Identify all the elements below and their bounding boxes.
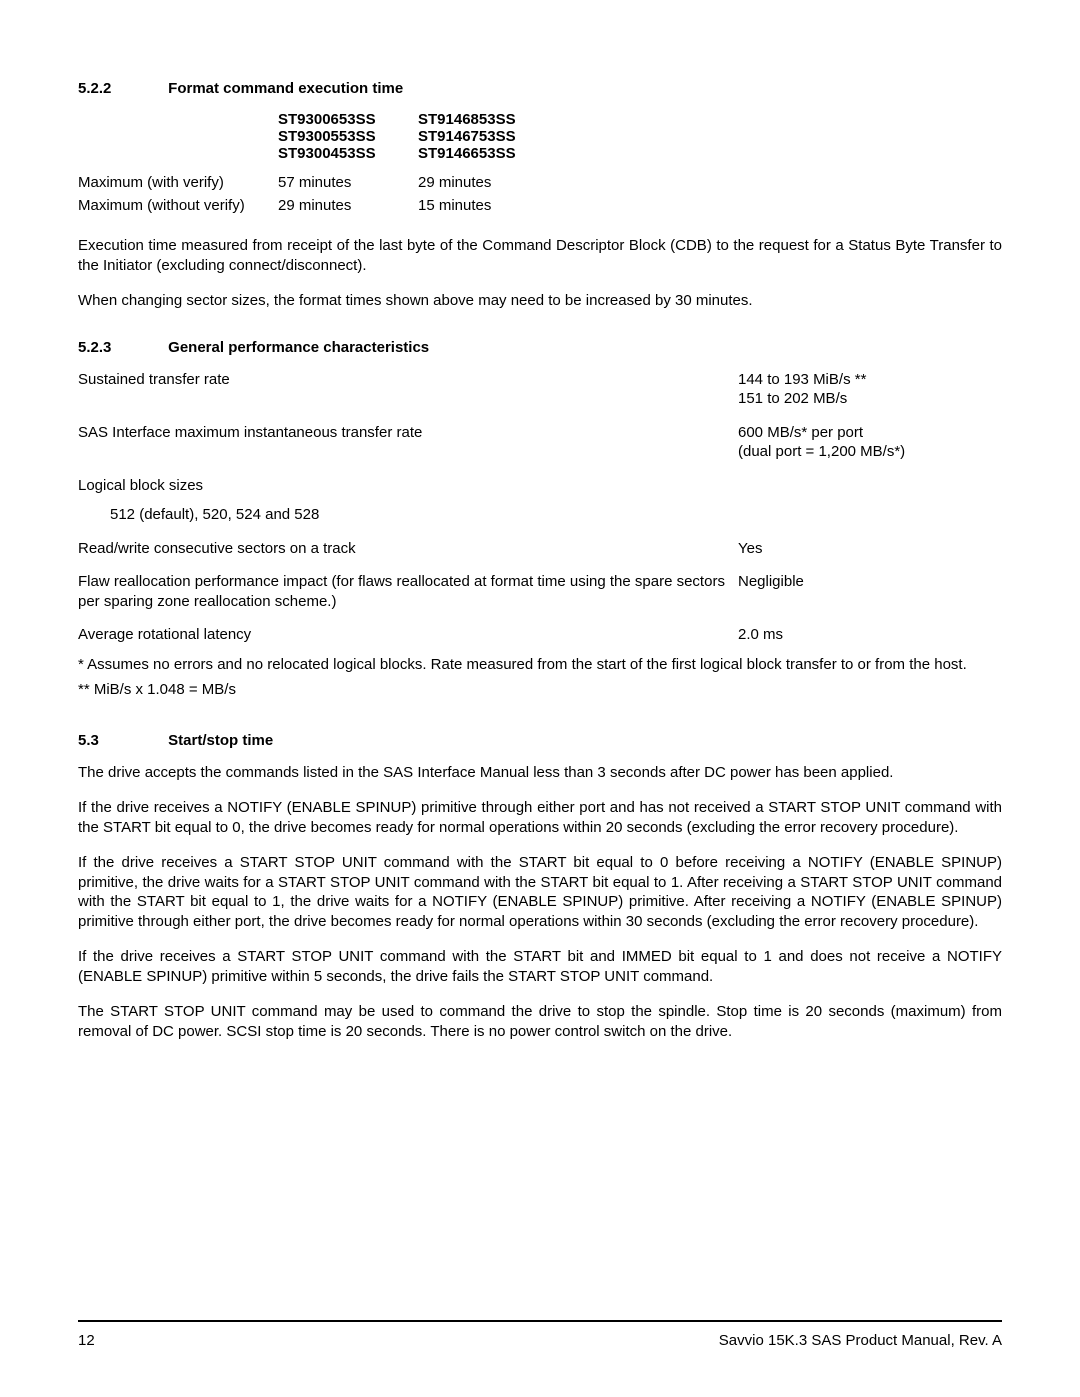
row1-b: 29 minutes — [418, 174, 558, 191]
para-53-4: If the drive receives a START STOP UNIT … — [78, 947, 1002, 986]
perf-lbs-label: Logical block sizes — [78, 476, 738, 496]
colB-l3: ST9146653SS — [418, 145, 558, 162]
table-522-colA-header: ST9300653SS ST9300553SS ST9300453SS — [278, 111, 418, 162]
colA-l2: ST9300553SS — [278, 128, 418, 145]
row2-a: 29 minutes — [278, 197, 418, 214]
para-53-1: The drive accepts the commands listed in… — [78, 763, 1002, 783]
para-522-1: Execution time measured from receipt of … — [78, 236, 1002, 275]
footnote-1: * Assumes no errors and no relocated log… — [78, 655, 1002, 675]
para-53-5: The START STOP UNIT command may be used … — [78, 1002, 1002, 1041]
perf-latency: Average rotational latency 2.0 ms — [78, 625, 1002, 645]
perf-sustained-v1: 144 to 193 MiB/s ** — [738, 370, 1002, 390]
table-522-row1: Maximum (with verify) 57 minutes 29 minu… — [78, 174, 1002, 191]
heading-522: 5.2.2 Format command execution time — [78, 80, 1002, 97]
perf-sas: SAS Interface maximum instantaneous tran… — [78, 423, 1002, 462]
footer-page-number: 12 — [78, 1332, 95, 1349]
perf-sustained-label: Sustained transfer rate — [78, 370, 738, 409]
table-522-header-blank — [78, 111, 278, 162]
perf-sas-v1: 600 MB/s* per port — [738, 423, 1002, 443]
page-footer: 12 Savvio 15K.3 SAS Product Manual, Rev.… — [78, 1320, 1002, 1349]
perf-flaw-value: Negligible — [738, 572, 1002, 611]
perf-lbs-detail-label: 512 (default), 520, 524 and 528 — [78, 505, 770, 525]
table-522: ST9300653SS ST9300553SS ST9300453SS ST91… — [78, 111, 1002, 214]
para-522-2: When changing sector sizes, the format t… — [78, 291, 1002, 311]
perf-lbs-detail-value — [770, 505, 1002, 525]
para-53-2: If the drive receives a NOTIFY (ENABLE S… — [78, 798, 1002, 837]
table-522-colB-header: ST9146853SS ST9146753SS ST9146653SS — [418, 111, 558, 162]
colA-l1: ST9300653SS — [278, 111, 418, 128]
colA-l3: ST9300453SS — [278, 145, 418, 162]
row2-b: 15 minutes — [418, 197, 558, 214]
perf-sas-v2: (dual port = 1,200 MB/s*) — [738, 442, 1002, 462]
perf-rw-label: Read/write consecutive sectors on a trac… — [78, 539, 738, 559]
colB-l1: ST9146853SS — [418, 111, 558, 128]
heading-53: 5.3 Start/stop time — [78, 732, 1002, 749]
row2-label: Maximum (without verify) — [78, 197, 278, 214]
footer-title: Savvio 15K.3 SAS Product Manual, Rev. A — [719, 1332, 1002, 1349]
footer-row: 12 Savvio 15K.3 SAS Product Manual, Rev.… — [78, 1332, 1002, 1349]
perf-sustained: Sustained transfer rate 144 to 193 MiB/s… — [78, 370, 1002, 409]
perf-latency-value: 2.0 ms — [738, 625, 1002, 645]
section-53: 5.3 Start/stop time The drive accepts th… — [78, 732, 1002, 1042]
table-522-row2: Maximum (without verify) 29 minutes 15 m… — [78, 197, 1002, 214]
perf-flaw-label: Flaw reallocation performance impact (fo… — [78, 572, 738, 611]
colB-l2: ST9146753SS — [418, 128, 558, 145]
heading-523-num: 5.2.3 — [78, 339, 164, 356]
perf-lbs-value — [738, 476, 1002, 496]
perf-lbs: Logical block sizes — [78, 476, 1002, 496]
perf-sas-value: 600 MB/s* per port (dual port = 1,200 MB… — [738, 423, 1002, 462]
table-522-header: ST9300653SS ST9300553SS ST9300453SS ST91… — [78, 111, 1002, 162]
heading-53-num: 5.3 — [78, 732, 164, 749]
perf-flaw: Flaw reallocation performance impact (fo… — [78, 572, 1002, 611]
perf-sustained-value: 144 to 193 MiB/s ** 151 to 202 MB/s — [738, 370, 1002, 409]
para-53-3: If the drive receives a START STOP UNIT … — [78, 853, 1002, 931]
row1-label: Maximum (with verify) — [78, 174, 278, 191]
heading-522-num: 5.2.2 — [78, 80, 164, 97]
perf-sas-label: SAS Interface maximum instantaneous tran… — [78, 423, 738, 462]
footnote-2: ** MiB/s x 1.048 = MB/s — [78, 680, 1002, 700]
perf-rw-value: Yes — [738, 539, 1002, 559]
heading-523-title: General performance characteristics — [168, 339, 429, 356]
perf-table: Sustained transfer rate 144 to 193 MiB/s… — [78, 370, 1002, 645]
row1-a: 57 minutes — [278, 174, 418, 191]
footer-divider — [78, 1320, 1002, 1322]
heading-53-title: Start/stop time — [168, 732, 273, 749]
perf-rw: Read/write consecutive sectors on a trac… — [78, 539, 1002, 559]
heading-523: 5.2.3 General performance characteristic… — [78, 339, 1002, 356]
perf-sustained-v2: 151 to 202 MB/s — [738, 389, 1002, 409]
heading-522-title: Format command execution time — [168, 80, 403, 97]
page: 5.2.2 Format command execution time ST93… — [0, 0, 1080, 1397]
perf-latency-label: Average rotational latency — [78, 625, 738, 645]
perf-lbs-detail: 512 (default), 520, 524 and 528 — [78, 505, 1002, 525]
